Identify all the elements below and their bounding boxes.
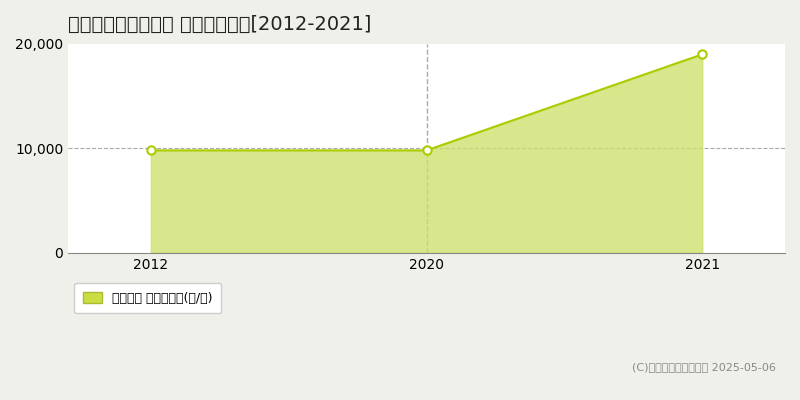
Text: (C)土地価格ドットコム 2025-05-06: (C)土地価格ドットコム 2025-05-06	[632, 362, 776, 372]
Text: 加茂郡川辺町上川辺 農地価格推移[2012-2021]: 加茂郡川辺町上川辺 農地価格推移[2012-2021]	[68, 15, 371, 34]
Legend: 農地価格 平均坪単価(円/坪): 農地価格 平均坪単価(円/坪)	[74, 283, 221, 313]
